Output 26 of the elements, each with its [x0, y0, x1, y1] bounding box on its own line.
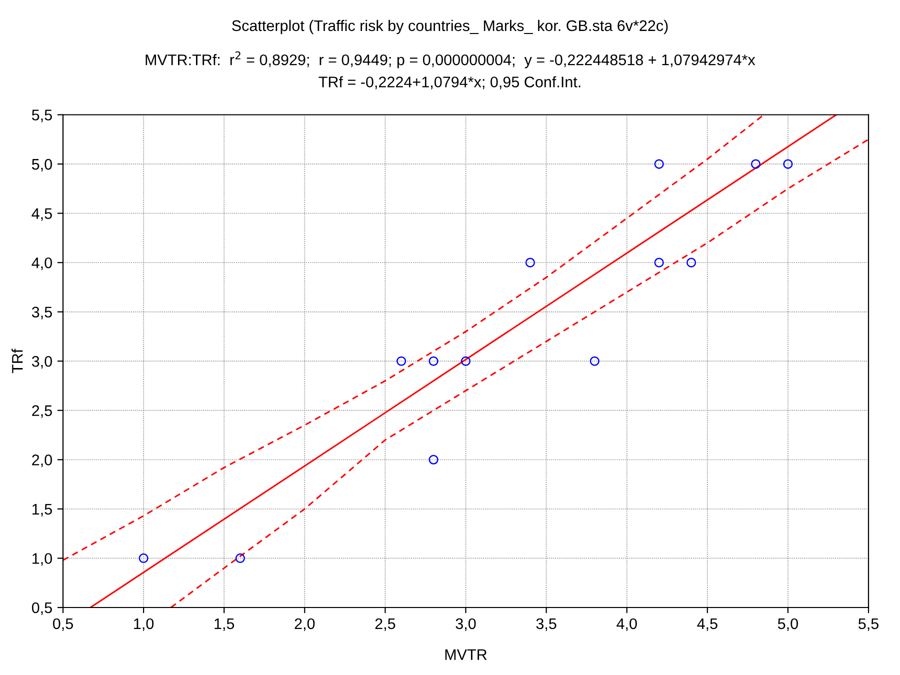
x-axis-title: MVTR	[445, 649, 487, 660]
y-tick-label: 4,5	[32, 208, 52, 221]
y-tick-label: 1,0	[32, 553, 52, 566]
y-tick-label: 1,5	[32, 504, 52, 516]
y-tick-label: 3,0	[32, 356, 52, 369]
y-tick-label: 3,5	[32, 306, 52, 320]
chart-title: Scatterplot (Traffic risk by countries_ Marks_ kor. GB.sta 6v*22c)	[232, 20, 668, 34]
x-tick-label: 3,5	[536, 618, 556, 631]
y-tick-label: 2,5	[32, 405, 52, 418]
x-tick-label: 4,5	[697, 618, 718, 631]
chart-subtitle: MVTR:TRf: r$^{2}$ = 0,8929; r = 0,9449; p = 0,000000004; y = -0,222448518 + 1,07942974*x TRf = -0,2224+1,0794*x; 0,95 Conf.Int.	[146, 51, 756, 90]
y-tick-label: 4,0	[32, 257, 52, 270]
x-tick-label: 5,5	[858, 618, 878, 631]
x-tick-label: 3,0	[456, 618, 476, 631]
y-tick-label: 2,0	[32, 454, 52, 468]
y-tick-label: 5,5	[32, 110, 52, 122]
y-tick-label: 5,0	[32, 158, 52, 172]
x-tick-label: 0,5	[52, 618, 73, 631]
x-tick-label: 4,0	[616, 618, 637, 631]
x-tick-label: 2,5	[375, 618, 396, 631]
y-axis-title: TRf	[12, 348, 23, 374]
x-tick-label: 1,0	[134, 618, 154, 631]
x-tick-label: 2,0	[294, 618, 315, 631]
y-tick-label: 0,5	[32, 602, 52, 615]
x-tick-label: 5,0	[778, 618, 798, 631]
x-tick-label: 1,5	[214, 618, 234, 631]
